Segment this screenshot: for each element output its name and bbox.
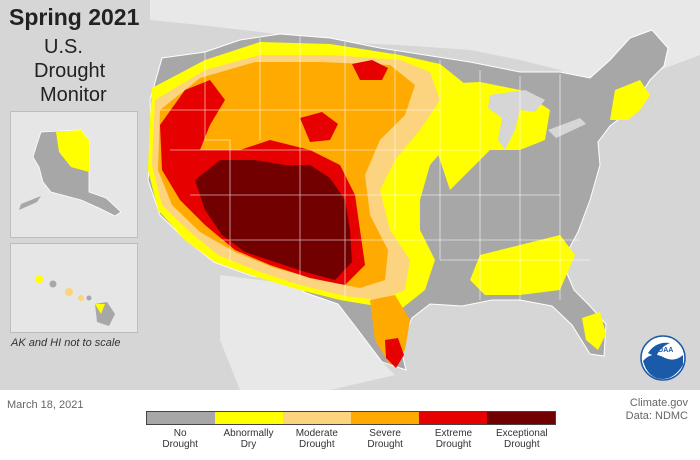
noaa-logo-text: NOAA [653, 347, 674, 354]
legend-color-bar [146, 411, 556, 425]
state-borders [160, 36, 590, 300]
legend-swatch-no-drought [147, 412, 215, 424]
legend-swatch-severe-drought [351, 412, 419, 424]
map-subtitle-monitor: Monitor [40, 84, 107, 106]
legend-label-severe-drought: Severe Drought [367, 428, 403, 450]
map-area: Spring 2021 U.S. Drought Monitor AK and … [0, 0, 700, 390]
map-subtitle-us: U.S. [44, 36, 83, 58]
region-extreme-drought-montana [352, 60, 388, 80]
region-extreme-drought-north [300, 112, 338, 142]
region-extreme-drought-texas [385, 338, 404, 368]
inset-scale-note: AK and HI not to scale [11, 337, 121, 349]
canada-land [150, 0, 700, 100]
legend-label-no-drought: No Drought [162, 428, 198, 450]
hawaii-inset [10, 243, 138, 333]
drought-legend: No Drought Abnormally Dry Moderate Drought … [146, 411, 556, 450]
legend-swatch-abnormally-dry [215, 412, 283, 424]
credit-site: Climate.gov [629, 397, 688, 409]
us-drought-map [147, 0, 700, 390]
legend-label-moderate-drought: Moderate Drought [295, 428, 338, 450]
alaska-map [19, 129, 122, 217]
credit-data-source: Data: NDMC [625, 410, 688, 422]
legend-swatch-extreme-drought [419, 412, 487, 424]
region-abnormally-dry-northeast [610, 80, 650, 120]
map-subtitle-drought: Drought [34, 60, 106, 82]
legend-label-abnormally-dry: Abnormally Dry [223, 428, 274, 450]
region-exceptional-drought [195, 160, 352, 280]
legend-label-exceptional-drought: Exceptional Drought [495, 428, 548, 450]
map-date: March 18, 2021 [7, 399, 84, 411]
credit-block: Climate.gov Data: NDMC [626, 397, 688, 423]
noaa-logo: NOAA [640, 335, 686, 381]
legend-swatch-moderate-drought [283, 412, 351, 424]
great-lakes [488, 90, 545, 150]
legend-labels: No Drought Abnormally Dry Moderate Drought … [146, 428, 556, 450]
legend-label-extreme-drought: Extreme Drought [434, 428, 473, 450]
lake-erie [548, 118, 586, 138]
region-abnormally-dry-southeast [470, 235, 575, 295]
alaska-inset [10, 111, 138, 238]
map-title: Spring 2021 [9, 4, 140, 30]
legend-swatch-exceptional-drought [487, 412, 555, 424]
hawaii-map [35, 275, 115, 326]
region-abnormally-dry-florida [582, 312, 606, 350]
